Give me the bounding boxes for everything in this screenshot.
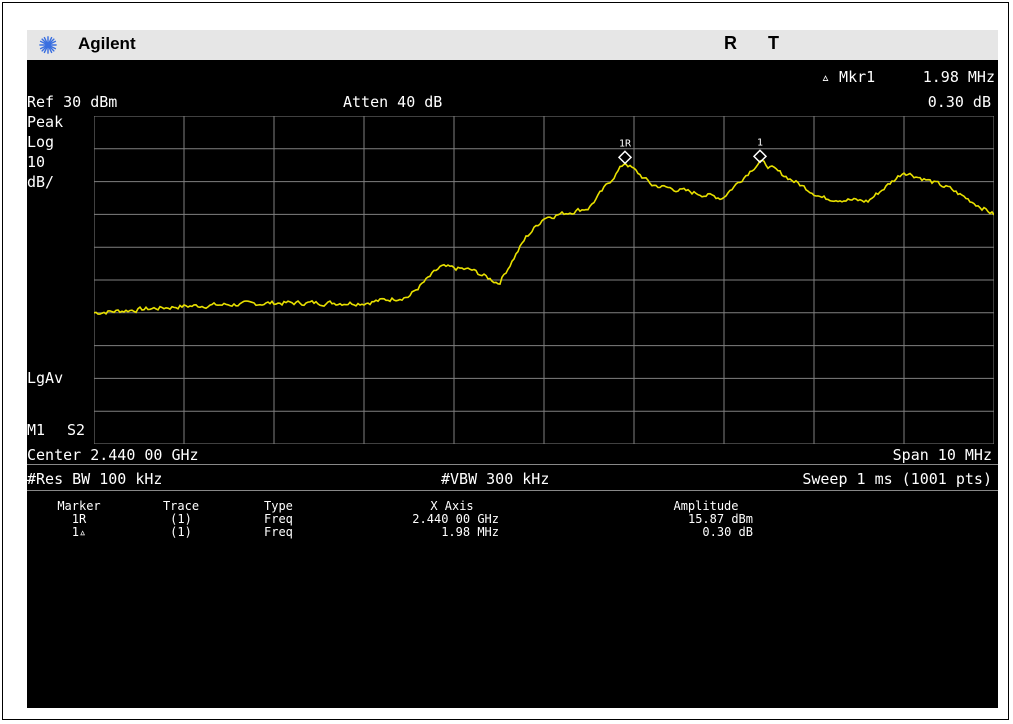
resolution-bandwidth: #Res BW 100 kHz <box>27 470 163 488</box>
agilent-spark-icon <box>39 36 57 54</box>
delta-marker-label: 1 <box>757 137 763 148</box>
table-cell: 0.30 dB <box>702 525 753 539</box>
marker-freq: 1.98 MHz <box>922 68 995 86</box>
averaging-label: LgAv <box>27 369 64 387</box>
spectrum-trace <box>94 159 994 316</box>
delta-marker-diamond-icon <box>752 149 768 164</box>
detector-label: Peak <box>27 113 64 131</box>
attenuation: Atten 40 dB <box>343 93 443 111</box>
spectrum-plot: 1R 1 <box>94 116 994 444</box>
table-cell: Freq <box>264 512 293 526</box>
marker-label: ▵ Mkr1 <box>821 68 876 86</box>
video-bandwidth: #VBW 300 kHz <box>441 470 550 488</box>
scale-value: 10 <box>27 153 46 171</box>
center-frequency: Center 2.440 00 GHz <box>27 446 199 464</box>
title-bar: Agilent R T <box>27 30 998 60</box>
ref-level: Ref 30 dBm <box>27 93 118 111</box>
brand-name: Agilent <box>78 34 136 53</box>
table-cell: (1) <box>170 525 192 539</box>
column-header: Trace <box>162 499 200 513</box>
table-cell: 2.440 00 GHz <box>412 512 499 526</box>
sweep-time: Sweep 1 ms (1001 pts) <box>802 470 992 488</box>
reference-marker-diamond-icon <box>617 150 633 165</box>
m1-label: M1 <box>27 421 46 439</box>
table-cell: (1) <box>170 512 192 526</box>
span: Span 10 MHz <box>892 446 992 464</box>
separator-line <box>27 464 998 465</box>
table-cell: 1R <box>71 512 87 526</box>
table-cell: 1▵ <box>71 525 87 539</box>
analyzer-screen: Agilent R T ▵ Mkr1 1.98 MHz Ref 30 dBm A… <box>27 30 998 708</box>
separator-line <box>27 490 998 491</box>
s2-label: S2 <box>67 421 86 439</box>
graticule <box>94 116 994 444</box>
scale-label: Log <box>27 133 55 151</box>
table-cell: 1.98 MHz <box>441 525 499 539</box>
column-header: Marker <box>57 499 101 513</box>
column-header: Amplitude <box>673 499 739 513</box>
trigger-indicator: T <box>768 33 779 53</box>
table-cell: 15.87 dBm <box>687 512 753 526</box>
remote-indicator: R <box>724 33 737 53</box>
reference-marker-label: 1R <box>619 138 632 149</box>
column-header: Type <box>264 499 293 513</box>
table-cell: Freq <box>264 525 293 539</box>
scale-unit: dB/ <box>27 173 55 191</box>
column-header: X Axis <box>430 499 474 513</box>
marker-amplitude: 0.30 dB <box>927 93 991 111</box>
